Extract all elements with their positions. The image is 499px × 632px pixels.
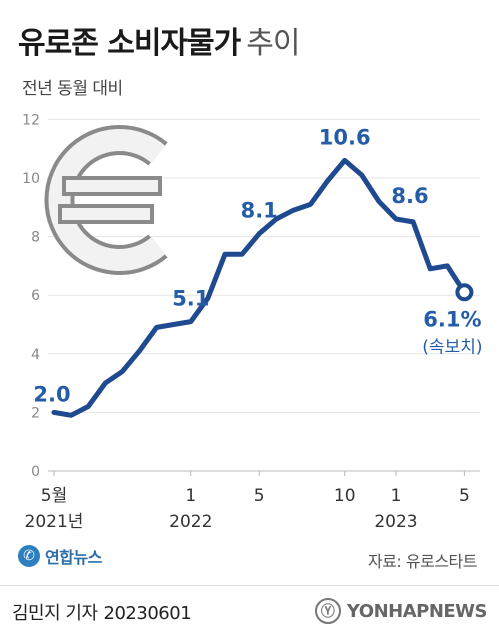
line-chart: 2.0 5.1 8.1 10.6 8.6 6.1% (속보치) 0 2 4 6 8 10 12 5월 202… [22,112,482,532]
x-tick-label: 1 [185,486,196,506]
data-point [274,217,278,221]
x-tick-label: 1 [391,486,402,506]
data-point [138,349,141,353]
data-point [172,323,176,326]
y-tick-label: 8 [31,230,40,246]
data-point [155,325,159,329]
publish-date: 20230601 [103,603,192,624]
x-year-label: 2021년 [25,512,84,532]
data-point [240,252,244,256]
data-point [206,296,210,300]
yonhap-logo: ✆ 연합뉴스 [18,544,102,568]
data-label: 8.1 [241,199,278,223]
watermark-logo-icon: Ⓨ [314,598,341,624]
watermark-text: YONHAPNEWS [346,600,488,622]
data-point [103,381,107,385]
data-point [394,217,398,221]
data-point [445,264,449,268]
chart-subtitle: 전년 동월 대비 [22,79,123,99]
data-point [428,267,432,271]
data-label: 5.1 [172,287,209,311]
data-point [69,413,73,417]
data-label: 8.6 [391,184,428,208]
title-main: 유로존 소비자물가 [18,26,241,61]
euro-glyph [44,125,168,275]
y-tick-label: 0 [31,464,40,480]
data-point-latest [455,283,474,302]
y-tick-label: 6 [31,288,40,304]
title-suffix: 추이 [246,26,300,61]
x-tick-label: 5 [459,486,470,506]
data-point [309,202,312,206]
series-line-layer [51,157,474,418]
y-tick-label: 4 [31,347,40,363]
source-note: 자료: 유로스타트 [367,552,478,571]
x-year-label: 2022 [169,512,212,532]
author: 김민지 기자 [12,603,98,624]
data-point [343,158,347,162]
data-point [86,405,90,409]
byline: 김민지 기자 20230601 [12,599,192,625]
data-point [189,320,193,324]
footer-divider [0,585,499,586]
data-point [360,173,364,177]
y-tick-label: 12 [22,112,40,128]
data-point [411,220,415,224]
data-label: 10.6 [319,125,371,149]
data-point [120,369,124,373]
euro-ring [48,129,166,271]
euro-bar-bottom [58,204,154,224]
tick-label-layer: 0 2 4 6 8 10 12 5월 2021년 1 2022 5 10 1 2023 5 [22,112,470,532]
x-tick-label: 5 [254,486,265,506]
logo-text: 연합뉴스 [45,548,102,567]
data-point [377,199,381,203]
data-point [326,179,330,183]
data-label: 2.0 [33,382,70,406]
x-tick-label: 5월 [41,486,67,506]
x-year-label: 2023 [374,512,417,532]
y-tick-label: 2 [31,405,40,421]
page-title: 유로존 소비자물가 추이 [18,18,300,62]
yonhap-logo-icon: ✆ [18,545,40,567]
data-point [223,252,227,256]
grid-layer [48,118,480,476]
euro-sign-icon [44,125,168,275]
data-label: 6.1% [423,307,481,331]
data-label-layer: 2.0 5.1 8.1 10.6 8.6 6.1% (속보치) [33,125,482,406]
data-point [257,232,261,236]
data-label-note: (속보치) [422,337,482,357]
y-tick-label: 10 [22,171,40,187]
euro-bar-top [62,176,162,196]
data-point [291,208,295,212]
data-point [52,410,56,414]
x-tick-label: 10 [334,486,356,506]
yonhapnews-watermark: Ⓨ YONHAPNEWS [314,598,488,624]
